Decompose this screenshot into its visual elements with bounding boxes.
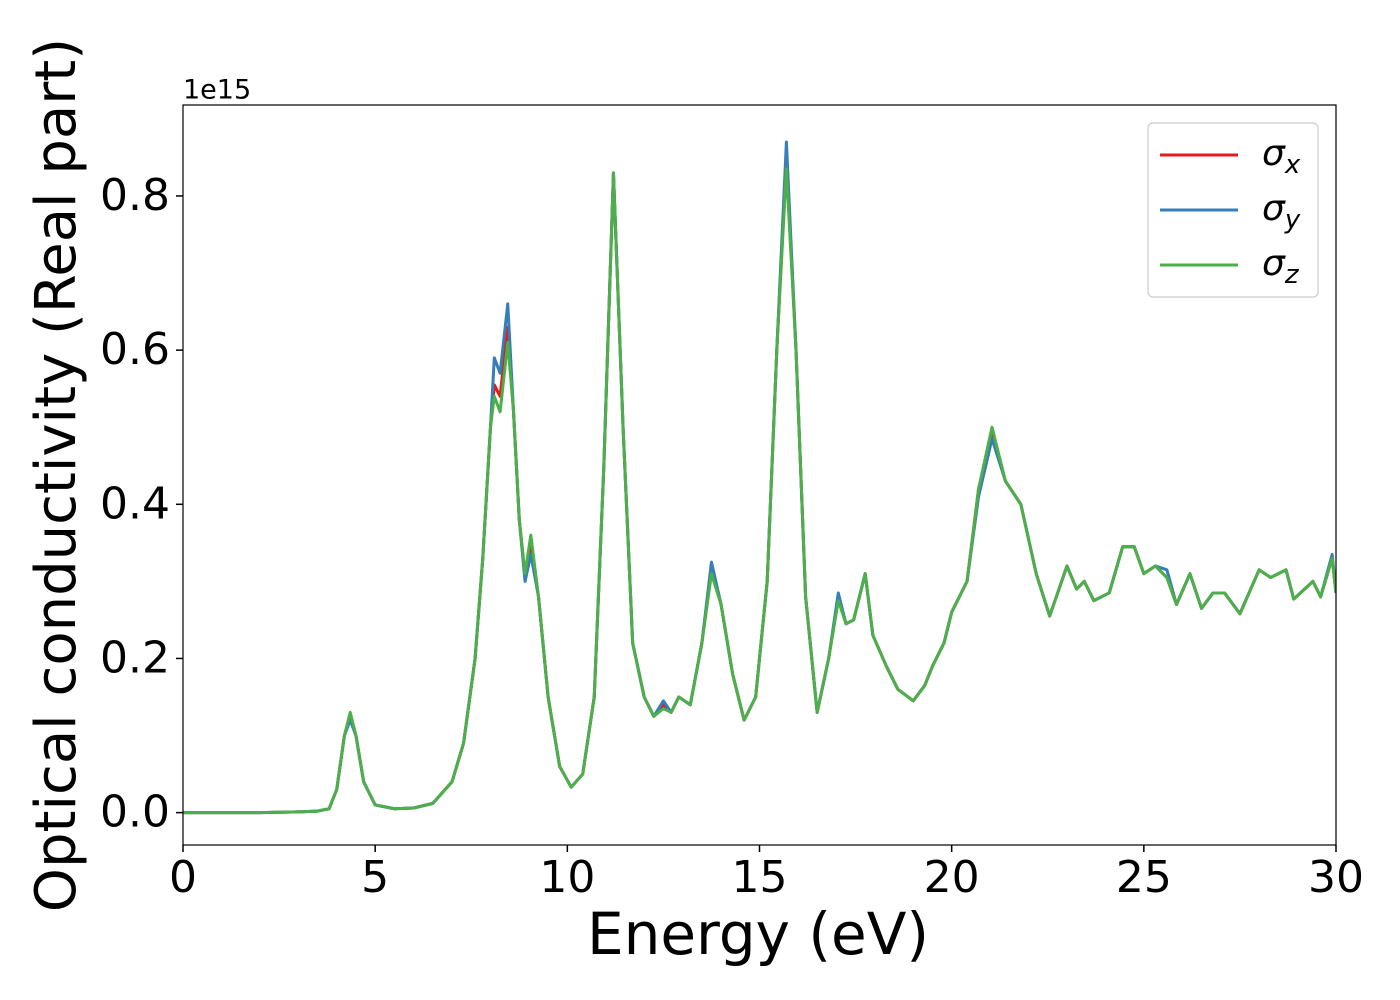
y-tick-label: 0.0: [100, 787, 170, 838]
x-tick-label: 10: [539, 852, 595, 903]
y-tick-label: 0.4: [100, 478, 170, 529]
legend-label: σx: [1262, 133, 1301, 180]
x-tick-label: 5: [361, 852, 389, 903]
x-tick-label: 15: [732, 852, 788, 903]
data-line: [183, 167, 1336, 815]
y-offset-label: 1e15: [183, 75, 251, 106]
y-tick-label: 0.6: [100, 324, 170, 375]
y-tick-label: 0.2: [100, 632, 170, 683]
legend-label: σz: [1262, 243, 1300, 290]
x-tick-label: 0: [169, 852, 197, 903]
x-tick-label: 25: [1116, 852, 1172, 903]
x-tick-label: 20: [924, 852, 980, 903]
y-tick-label: 0.8: [100, 170, 170, 221]
y-axis-label: Optical conductivity (Real part): [24, 38, 89, 912]
legend-label: σy: [1262, 188, 1301, 235]
x-tick-label: 30: [1308, 852, 1364, 903]
plot-frame: [182, 104, 1337, 846]
x-axis-label: Energy (eV): [587, 900, 929, 968]
